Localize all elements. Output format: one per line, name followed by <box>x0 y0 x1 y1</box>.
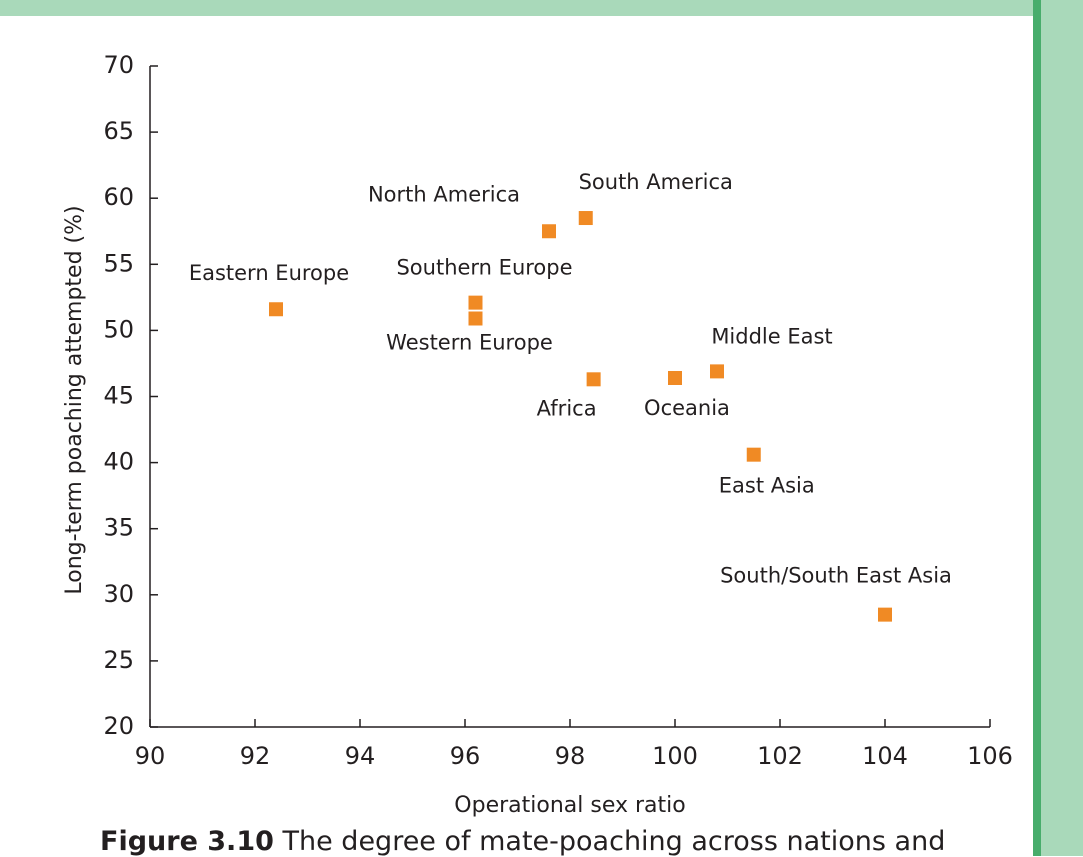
x-tick-label: 94 <box>345 742 376 770</box>
point-label: Eastern Europe <box>189 261 349 285</box>
side-band <box>1041 0 1083 856</box>
x-axis-title: Operational sex ratio <box>454 793 685 818</box>
caption: Figure 3.10 The degree of mate-poaching … <box>100 826 945 857</box>
x-tick-label: 102 <box>757 742 803 770</box>
point-label: Oceania <box>644 396 730 420</box>
top-band <box>0 0 1083 16</box>
x-tick-label: 100 <box>652 742 698 770</box>
y-tick-label: 45 <box>103 382 134 410</box>
caption-text: The degree of mate-poaching across natio… <box>282 826 946 857</box>
point-label: North America <box>368 182 520 206</box>
point-label: East Asia <box>719 474 815 498</box>
x-tick-label: 106 <box>967 742 1013 770</box>
y-tick-label: 40 <box>103 448 134 476</box>
point-label: Western Europe <box>386 331 553 355</box>
y-tick-label: 20 <box>103 712 134 740</box>
point-label: South/South East Asia <box>720 564 952 588</box>
y-tick-label: 60 <box>103 183 134 211</box>
point <box>269 302 283 317</box>
y-tick-label: 70 <box>103 51 134 79</box>
y-tick-label: 25 <box>103 646 134 674</box>
point <box>578 211 593 226</box>
point <box>668 370 682 385</box>
x-tick-label: 104 <box>862 742 908 770</box>
point <box>542 224 556 239</box>
x-tick-label: 90 <box>135 742 166 770</box>
x-tick-label: 92 <box>240 742 271 770</box>
point <box>468 295 483 310</box>
point-label: Southern Europe <box>396 256 572 280</box>
point <box>586 372 601 387</box>
y-axis-title: Long-term poaching attempted (%) <box>62 205 87 594</box>
side-stripe <box>1033 0 1041 856</box>
point <box>710 364 724 379</box>
point-label: Africa <box>537 396 597 420</box>
y-tick-label: 65 <box>103 117 134 145</box>
y-tick-label: 35 <box>103 514 134 542</box>
x-tick-label: 96 <box>450 742 481 770</box>
point <box>878 607 892 622</box>
x-tick-label: 98 <box>555 742 586 770</box>
point-label: South America <box>579 170 733 194</box>
point <box>468 311 483 326</box>
caption-label: Figure 3.10 <box>100 826 274 857</box>
y-tick-label: 50 <box>103 315 134 343</box>
point <box>746 447 761 462</box>
y-tick-label: 30 <box>103 580 134 608</box>
point-label: Middle East <box>711 324 832 348</box>
y-tick-label: 55 <box>103 249 134 277</box>
